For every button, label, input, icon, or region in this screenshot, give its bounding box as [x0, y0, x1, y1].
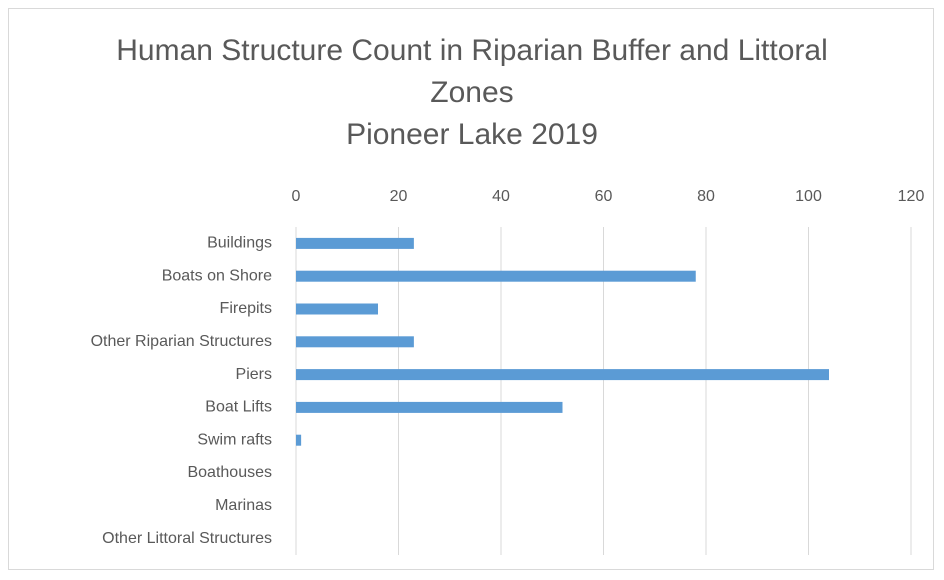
bar [296, 237, 414, 249]
x-tick-label: 120 [898, 188, 925, 205]
x-tick-label: 20 [390, 188, 408, 205]
y-tick-label: Piers [236, 366, 272, 383]
bar [296, 336, 414, 348]
bar [296, 270, 696, 282]
y-tick-label: Other Riparian Structures [91, 333, 272, 350]
y-tick-label: Buildings [207, 235, 272, 252]
x-tick-label: 0 [292, 188, 301, 205]
chart-title: Human Structure Count in Riparian Buffer… [116, 34, 828, 109]
bar [296, 401, 563, 413]
y-tick-label: Boats on Shore [162, 267, 272, 284]
y-tick-label: Firepits [220, 300, 272, 317]
x-tick-label: 40 [492, 188, 510, 205]
y-tick-label: Other Littoral Structures [102, 530, 272, 547]
x-tick-label: 60 [595, 188, 613, 205]
x-tick-label: 80 [697, 188, 715, 205]
chart-title-box: Human Structure Count in Riparian Buffer… [0, 30, 944, 114]
x-tick-label: 100 [795, 188, 822, 205]
y-tick-label: Swim rafts [197, 431, 272, 448]
y-tick-label: Marinas [215, 497, 272, 514]
y-tick-label: Boathouses [187, 464, 272, 481]
bar [296, 434, 302, 446]
bar [296, 303, 378, 315]
chart-frame [8, 8, 934, 570]
bar [296, 369, 829, 381]
chart-subtitle: Pioneer Lake 2019 [346, 118, 598, 151]
y-tick-label: Boat Lifts [205, 399, 272, 416]
